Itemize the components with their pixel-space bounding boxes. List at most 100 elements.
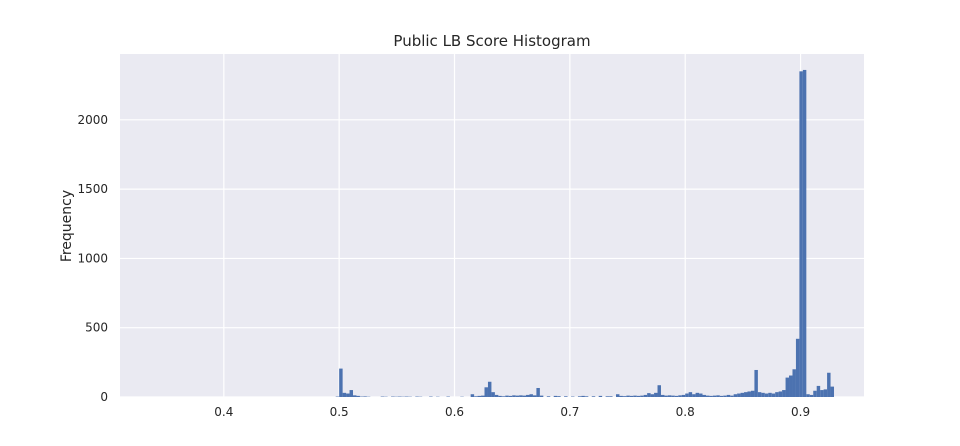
histogram-bar	[830, 386, 835, 397]
histogram-bar	[799, 71, 803, 397]
histogram-bar	[512, 395, 516, 397]
x-tick-label: 0.7	[560, 405, 579, 419]
histogram-bar	[695, 392, 700, 397]
histogram-bar	[564, 396, 568, 397]
histogram-bar	[598, 395, 603, 397]
histogram-bar	[532, 395, 537, 397]
y-axis-label: Frequency	[59, 190, 75, 262]
histogram-bar	[484, 387, 488, 397]
histogram-bar	[356, 395, 360, 397]
x-tick-label: 0.6	[445, 405, 464, 419]
histogram-bar	[747, 391, 751, 397]
histogram-bar	[657, 385, 661, 397]
histogram-bar	[664, 395, 668, 397]
histogram-bar	[674, 395, 679, 397]
histogram-bar	[519, 395, 523, 397]
histogram-bar	[809, 394, 814, 397]
histogram-bar	[353, 395, 357, 397]
histogram-bar	[622, 396, 627, 397]
histogram-bar	[494, 394, 499, 397]
x-tick-label: 0.4	[214, 405, 233, 419]
histogram-bar	[813, 390, 817, 397]
histogram-bar	[702, 394, 706, 397]
histogram-bar	[626, 395, 630, 397]
histogram-bar	[709, 395, 713, 397]
histogram-bar	[529, 394, 533, 397]
histogram-bar	[491, 392, 495, 397]
histogram-bar	[481, 395, 485, 397]
y-tick-label: 1500	[77, 182, 108, 196]
histogram-bar	[557, 396, 561, 397]
histogram-bar	[681, 394, 686, 397]
histogram-bar	[671, 395, 675, 397]
histogram-bar	[487, 381, 492, 397]
histogram-bar	[827, 372, 831, 397]
histogram-bar	[616, 394, 620, 397]
histogram-bar	[778, 391, 783, 397]
histogram-bar	[737, 393, 741, 397]
histogram-bar	[339, 368, 343, 397]
histogram-bar	[723, 395, 727, 397]
histogram-bar	[474, 396, 478, 397]
histogram-bar	[650, 394, 655, 397]
histogram-bar	[685, 393, 689, 397]
histogram-bar	[640, 395, 644, 397]
histogram-bar	[744, 392, 748, 397]
histogram-bar	[678, 395, 682, 397]
histogram-bar	[733, 394, 738, 397]
histogram-bar	[636, 395, 641, 397]
x-tick-label: 0.8	[676, 405, 695, 419]
histogram-bar	[705, 395, 710, 397]
histogram-bar	[647, 393, 651, 397]
histogram-bar	[699, 393, 703, 397]
histogram-bar	[526, 394, 530, 397]
histogram-bar	[346, 393, 350, 397]
histogram-bar	[522, 395, 527, 397]
histogram-bar	[553, 395, 558, 397]
histogram-bar	[688, 392, 693, 397]
histogram-bar	[581, 395, 585, 397]
histogram-bar	[795, 338, 800, 397]
histogram-bar	[505, 395, 509, 397]
histogram-bar	[792, 369, 796, 397]
histogram-bar	[605, 396, 610, 397]
y-tick-label: 500	[85, 321, 108, 335]
histogram-bar	[654, 392, 658, 397]
histogram-bar	[539, 395, 544, 397]
histogram-bar	[754, 369, 758, 397]
histogram-bar	[816, 385, 821, 397]
histogram-bar	[609, 396, 613, 397]
histogram-bar	[757, 392, 762, 397]
histogram-bar	[536, 387, 540, 397]
y-tick-label: 1000	[77, 251, 108, 265]
y-axis-ticks: 0 500 1000 1500 2000	[77, 113, 108, 404]
histogram-bar	[719, 395, 724, 397]
histogram-bar	[515, 395, 520, 397]
histogram-bar	[363, 396, 367, 397]
histogram-bar	[775, 392, 779, 397]
histogram-bar	[730, 395, 734, 397]
histogram-bar	[716, 395, 720, 397]
x-tick-label: 0.5	[330, 405, 349, 419]
histogram-bar	[726, 394, 731, 397]
histogram-bars	[335, 69, 835, 397]
histogram-bar	[577, 396, 582, 397]
histogram-bar	[591, 396, 596, 397]
histogram-bar	[761, 392, 765, 397]
histogram-bar	[771, 393, 776, 397]
histogram-bar	[342, 392, 347, 397]
histogram-bar	[823, 389, 828, 397]
histogram-bar	[764, 393, 769, 397]
histogram-bar	[782, 390, 786, 397]
histogram-bar	[768, 392, 772, 397]
histogram-bar	[349, 390, 354, 397]
histogram-bar	[584, 396, 589, 397]
histogram-bar	[643, 394, 648, 397]
histogram-bar	[633, 395, 637, 397]
histogram-bar	[470, 394, 475, 397]
histogram-bar	[619, 395, 623, 397]
histogram-bar	[712, 395, 717, 397]
histogram-bar	[546, 396, 551, 397]
histogram-bar	[501, 396, 506, 397]
